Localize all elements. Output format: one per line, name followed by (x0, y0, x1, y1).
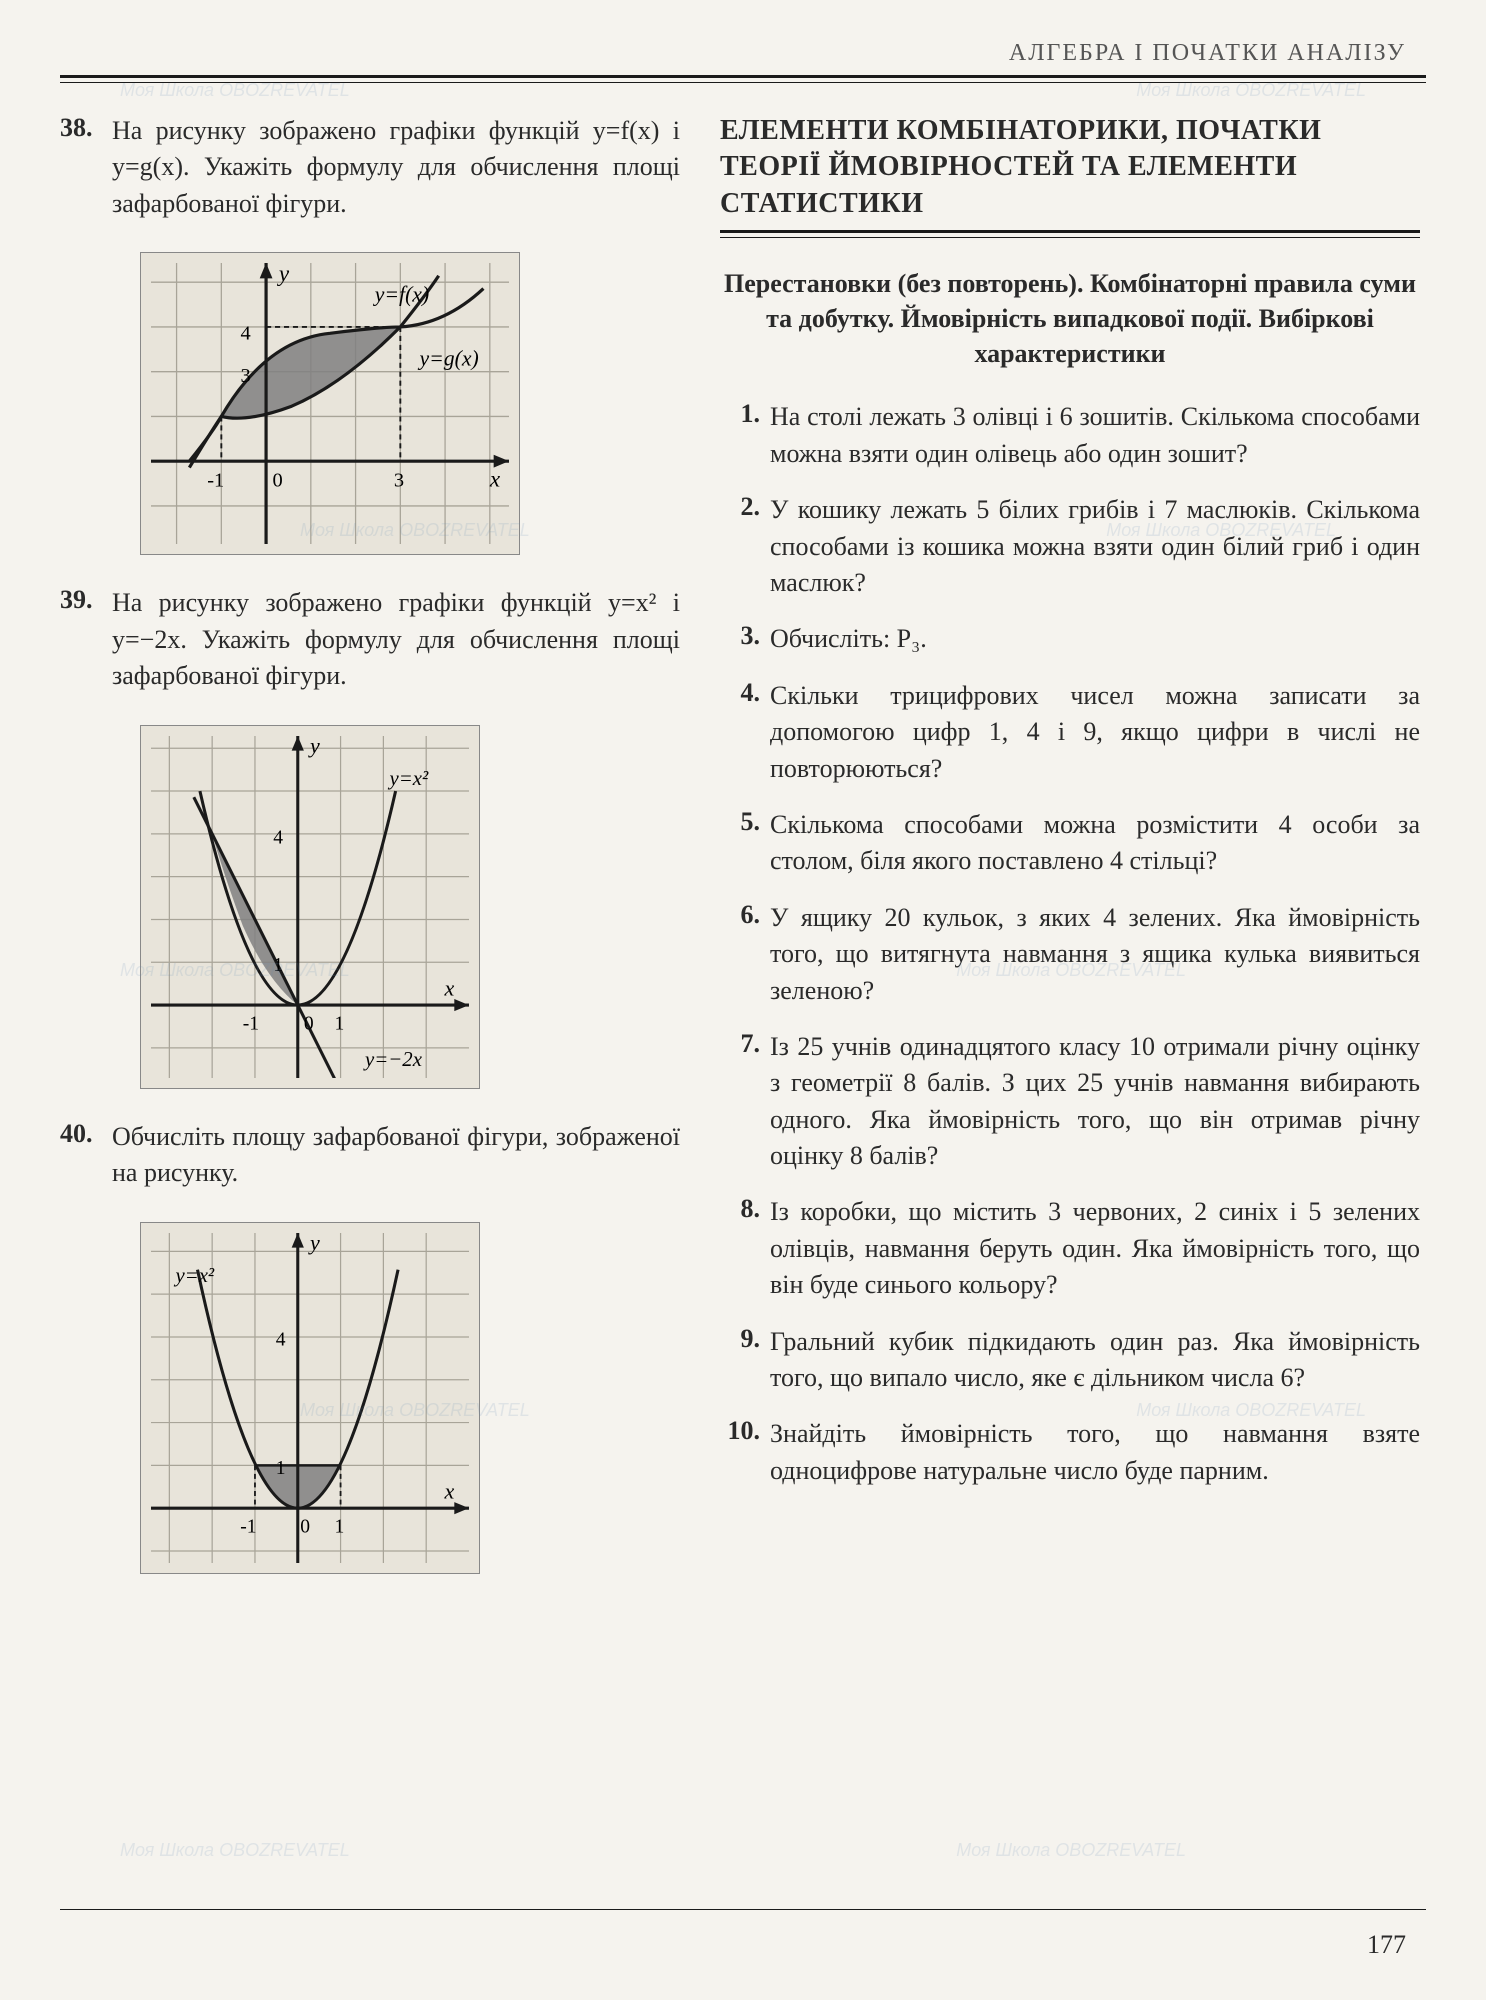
xtick-0: 0 (304, 1013, 314, 1034)
r-text: Обчисліть: P₃. (770, 621, 927, 657)
problem-text: Обчисліть площу зафарбованої фігури, зоб… (112, 1119, 680, 1192)
line-label: y=−2x (363, 1048, 423, 1071)
problem-num: 39. (60, 585, 104, 694)
watermark: Моя Школа OBOZREVATEL (1136, 80, 1366, 101)
problem-39: 39. На рисунку зображено графіки функцій… (60, 585, 680, 694)
page-content: 38. На рисунку зображено графіки функцій… (60, 113, 1426, 1604)
right-column: ЕЛЕМЕНТИ КОМБІНАТОРИКИ, ПОЧАТКИ ТЕОРІЇ Й… (720, 113, 1420, 1604)
header-rule (60, 75, 1426, 83)
left-column: 38. На рисунку зображено графіки функцій… (60, 113, 680, 1604)
xtick-0: 0 (300, 1517, 310, 1538)
r-problem-5: 5. Скількома способами можна розмістити … (720, 807, 1420, 880)
y-axis-label: y (308, 1233, 320, 1255)
xtick-neg1: -1 (243, 1013, 259, 1034)
problem-num: 38. (60, 113, 104, 222)
x-axis-label: x (444, 1478, 455, 1503)
r-text: Із 25 учнів одинадцятого класу 10 отрима… (770, 1029, 1420, 1175)
r-problem-9: 9. Гральний кубик підкидають один раз. Я… (720, 1324, 1420, 1397)
problem-text: На рисунку зображено графіки функцій y=f… (112, 113, 680, 222)
page-header: АЛГЕБРА І ПОЧАТКИ АНАЛІЗУ (60, 40, 1426, 67)
problem-38: 38. На рисунку зображено графіки функцій… (60, 113, 680, 222)
r-num: 3. (720, 621, 760, 657)
r-problem-1: 1. На столі лежать 3 олівці і 6 зошитів.… (720, 399, 1420, 472)
r-num: 7. (720, 1029, 760, 1175)
chart-40: y x 1 4 -1 0 1 y=x² (151, 1233, 469, 1563)
watermark: Моя Школа OBOZREVATEL (120, 80, 350, 101)
chart-40-box: y x 1 4 -1 0 1 y=x² (140, 1222, 480, 1574)
r-problem-3: 3. Обчисліть: P₃. (720, 621, 1420, 657)
r-problem-10: 10. Знайдіть ймовірність того, що навман… (720, 1416, 1420, 1489)
r-problem-2: 2. У кошику лежать 5 білих грибів і 7 ма… (720, 492, 1420, 601)
r-problem-6: 6. У ящику 20 кульок, з яких 4 зелених. … (720, 900, 1420, 1009)
section-rule (720, 230, 1420, 238)
r-text: Знайдіть ймовірність того, що навмання в… (770, 1416, 1420, 1489)
r-text: У кошику лежать 5 білих грибів і 7 маслю… (770, 492, 1420, 601)
y-axis-label: y (308, 736, 320, 758)
xtick-neg1: -1 (207, 470, 224, 492)
xtick-1: 1 (334, 1517, 344, 1538)
r-text: Із коробки, що містить 3 червоних, 2 син… (770, 1194, 1420, 1303)
parabola-label: y=x² (387, 767, 428, 790)
xtick-1: 1 (334, 1013, 344, 1034)
watermark: Моя Школа OBOZREVATEL (956, 1840, 1186, 1861)
r-num: 10. (720, 1416, 760, 1489)
x-axis-label: x (444, 975, 455, 1000)
subsection-title: Перестановки (без повторень). Комбінатор… (720, 266, 1420, 371)
ytick-1: 1 (276, 1458, 286, 1479)
r-problem-4: 4. Скільки трицифрових чисел можна запис… (720, 678, 1420, 787)
g-label: y=g(x) (417, 346, 478, 370)
ytick-1: 1 (273, 954, 283, 975)
r-text: Гральний кубик підкидають один раз. Яка … (770, 1324, 1420, 1397)
problem-num: 40. (60, 1119, 104, 1192)
chart-38: y x 4 3 -1 0 3 y=f(x) y=g(x) (151, 263, 509, 544)
ytick-3: 3 (241, 365, 251, 387)
problem-40: 40. Обчисліть площу зафарбованої фігури,… (60, 1119, 680, 1192)
chart-39: y x 1 4 -1 0 1 y=x² y=−2x (151, 736, 469, 1078)
r-num: 5. (720, 807, 760, 880)
f-label: y=f(x) (373, 283, 429, 307)
r-num: 2. (720, 492, 760, 601)
footer-rule (60, 1909, 1426, 1910)
r-num: 6. (720, 900, 760, 1009)
subject-label: АЛГЕБРА І ПОЧАТКИ АНАЛІЗУ (1009, 40, 1406, 66)
chart-38-box: y x 4 3 -1 0 3 y=f(x) y=g(x) (140, 252, 520, 555)
r-text: На столі лежать 3 олівці і 6 зошитів. Ск… (770, 399, 1420, 472)
ytick-4: 4 (241, 323, 251, 345)
xtick-neg1: -1 (240, 1517, 256, 1538)
r-text: Скількома способами можна розмістити 4 о… (770, 807, 1420, 880)
ytick-4: 4 (276, 1329, 286, 1350)
r-num: 1. (720, 399, 760, 472)
chart-39-box: y x 1 4 -1 0 1 y=x² y=−2x (140, 725, 480, 1089)
r-text: У ящику 20 кульок, з яких 4 зелених. Яка… (770, 900, 1420, 1009)
r-text: Скільки трицифрових чисел можна записати… (770, 678, 1420, 787)
r-num: 9. (720, 1324, 760, 1397)
section-title: ЕЛЕМЕНТИ КОМБІНАТОРИКИ, ПОЧАТКИ ТЕОРІЇ Й… (720, 113, 1420, 222)
y-axis-label: y (277, 263, 290, 286)
r-problem-7: 7. Із 25 учнів одинадцятого класу 10 отр… (720, 1029, 1420, 1175)
watermark: Моя Школа OBOZREVATEL (120, 1840, 350, 1861)
ytick-4: 4 (273, 827, 283, 848)
r-num: 8. (720, 1194, 760, 1303)
problem-text: На рисунку зображено графіки функцій y=x… (112, 585, 680, 694)
r-num: 4. (720, 678, 760, 787)
parabola-label: y=x² (173, 1264, 214, 1287)
x-axis-label: x (489, 466, 501, 492)
xtick-3: 3 (394, 470, 404, 492)
r-problem-8: 8. Із коробки, що містить 3 червоних, 2 … (720, 1194, 1420, 1303)
xtick-0: 0 (272, 470, 282, 492)
page-number: 177 (1367, 1930, 1406, 1960)
